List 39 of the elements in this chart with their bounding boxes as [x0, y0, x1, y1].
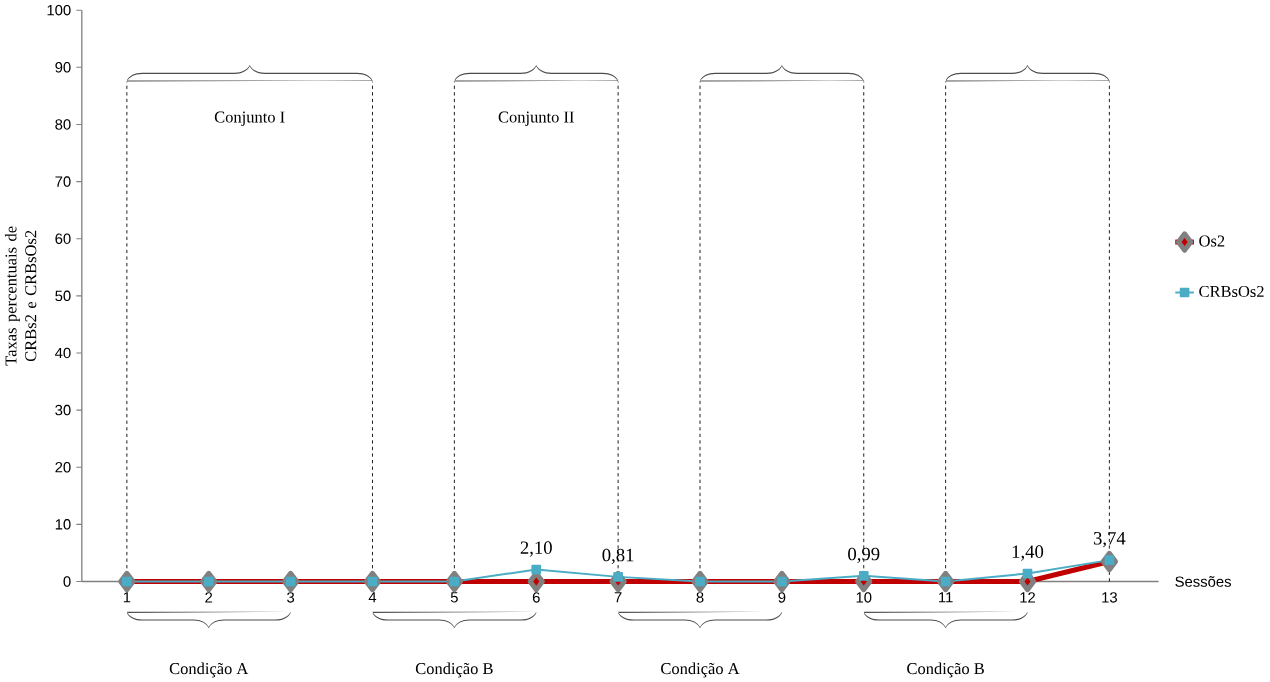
x-tick-label: 13	[1102, 591, 1117, 603]
y-tick-label: 70	[55, 176, 71, 187]
y-tick-label: 90	[55, 61, 71, 73]
data-label: 2,10	[520, 541, 552, 557]
x-axis-title: Sessões	[1175, 575, 1232, 587]
x-tick-label: 1	[123, 591, 131, 603]
data-label: 0,81	[602, 548, 634, 564]
text: Condição B	[415, 662, 493, 678]
annotation: Conjunto I	[214, 111, 285, 126]
x-tick-label: 5	[450, 591, 458, 603]
x-tick-label: 12	[1020, 591, 1036, 603]
y-tick-label: 50	[55, 290, 71, 301]
x-tick-label: 7	[614, 591, 622, 603]
y-tick-label: 20	[55, 461, 71, 473]
annotation: Conjunto II	[498, 111, 574, 126]
y-tick-label: 60	[55, 233, 71, 244]
data-label: 3,74	[1093, 531, 1126, 548]
y-tick-label: 30	[55, 404, 71, 416]
y-tick-label: 100	[47, 4, 71, 16]
x-tick-label: 4	[368, 591, 377, 603]
x-tick-label: 2	[205, 591, 213, 603]
x-tick-label: 3	[287, 591, 295, 603]
data-label: 0,99	[848, 547, 880, 563]
y-axis-title: Taxas percentuais de CRBs2 e CRBsOs2	[4, 226, 37, 366]
y-tick-label: 80	[55, 118, 71, 130]
x-tick-label: 10	[856, 591, 872, 603]
x-tick-label: 8	[696, 591, 704, 603]
text: Condição A	[169, 662, 249, 678]
y-tick-label: 0	[63, 576, 71, 587]
y-tick-label: 10	[55, 518, 71, 530]
y-tick-label: 40	[55, 347, 71, 358]
x-tick-label: 11	[939, 591, 953, 603]
x-tick-label: 9	[778, 591, 786, 603]
x-tick-label: 6	[532, 591, 540, 603]
text: Condição A	[661, 662, 740, 678]
text: Condição B	[907, 662, 984, 678]
data-label: 1,40	[1012, 545, 1044, 561]
legend-label: CRBsOs2	[1199, 285, 1264, 297]
legend-label: Os2	[1199, 235, 1225, 247]
